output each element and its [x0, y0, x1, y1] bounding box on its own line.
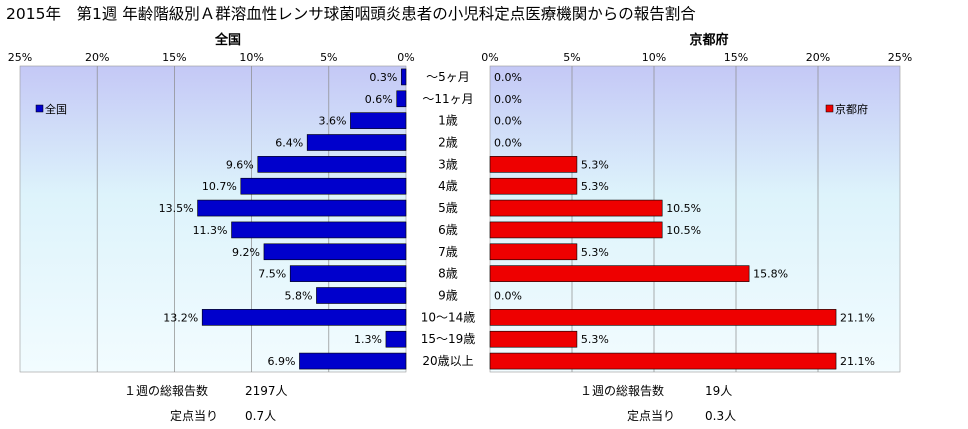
national-value-label: 11.3%	[193, 224, 228, 237]
national-value-label: 10.7%	[202, 180, 237, 193]
kyoto-value-label: 10.5%	[666, 202, 701, 215]
kyoto-tick-label: 0%	[481, 51, 498, 64]
kyoto-value-label: 0.0%	[494, 71, 522, 84]
chart-title: 2015年 第1週 年齢階級別Ａ群溶血性レンサ球菌咽頭炎患者の小児科定点医療機関…	[6, 5, 696, 23]
kyoto-value-label: 0.0%	[494, 93, 522, 106]
national-bar	[197, 199, 407, 217]
kyoto-header: 京都府	[689, 32, 728, 48]
category-label: 1歳	[438, 114, 458, 128]
national-total-value: 2197人	[245, 384, 288, 398]
national-bar	[231, 221, 407, 239]
kyoto-per-label: 定点当り	[627, 409, 676, 423]
kyoto-bar	[489, 177, 578, 195]
kyoto-value-label: 0.0%	[494, 137, 522, 150]
category-label: 8歳	[438, 267, 458, 281]
category-label: 5歳	[438, 201, 458, 215]
national-bar	[396, 90, 407, 108]
kyoto-total-label: １週の総報告数	[580, 384, 665, 398]
kyoto-tick-label: 15%	[724, 51, 748, 64]
kyoto-tick-label: 25%	[888, 51, 912, 64]
national-legend-swatch	[35, 104, 44, 113]
kyoto-bar	[489, 156, 578, 173]
kyoto-bar	[489, 330, 578, 348]
national-bar	[299, 352, 407, 370]
national-bar	[257, 156, 407, 173]
national-value-label: 1.3%	[354, 333, 382, 346]
kyoto-value-label: 21.1%	[840, 355, 875, 368]
kyoto-bar	[489, 199, 663, 217]
kyoto-tick-label: 20%	[806, 51, 830, 64]
national-bar	[240, 177, 407, 195]
category-label: 3歳	[438, 157, 458, 171]
kyoto-value-label: 21.1%	[840, 311, 875, 324]
kyoto-value-label: 5.3%	[581, 246, 609, 259]
national-tick-label: 15%	[162, 51, 186, 64]
national-value-label: 13.5%	[159, 202, 194, 215]
national-per-value: 0.7人	[245, 409, 277, 423]
kyoto-bar	[489, 243, 578, 261]
category-label: 20歳以上	[422, 354, 473, 368]
national-value-label: 3.6%	[318, 115, 346, 128]
category-label: 7歳	[438, 245, 458, 259]
kyoto-tick-label: 5%	[563, 51, 580, 64]
national-plot-area	[19, 65, 407, 373]
national-value-label: 0.3%	[369, 71, 397, 84]
category-label: 2歳	[438, 136, 458, 150]
category-label: 6歳	[438, 223, 458, 237]
kyoto-per-value: 0.3人	[705, 409, 737, 423]
national-value-label: 6.4%	[275, 137, 303, 150]
kyoto-value-label: 0.0%	[494, 290, 522, 303]
national-bar	[306, 134, 407, 151]
kyoto-value-label: 15.8%	[753, 268, 788, 281]
kyoto-legend-label: 京都府	[835, 102, 868, 116]
national-bar	[201, 309, 407, 326]
kyoto-bar	[489, 309, 837, 326]
national-tick-label: 5%	[320, 51, 337, 64]
kyoto-value-label: 5.3%	[581, 180, 609, 193]
national-value-label: 6.9%	[268, 355, 296, 368]
national-tick-label: 20%	[85, 51, 109, 64]
kyoto-total-value: 19人	[705, 384, 733, 398]
national-tick-label: 10%	[239, 51, 263, 64]
category-label: 4歳	[438, 179, 458, 193]
category-label: ～11ヶ月	[422, 92, 473, 106]
category-label: 9歳	[438, 289, 458, 303]
national-value-label: 9.6%	[226, 158, 254, 171]
national-bar	[316, 287, 407, 304]
national-header: 全国	[214, 32, 241, 48]
national-tick-label: 0%	[397, 51, 414, 64]
kyoto-tick-label: 10%	[642, 51, 666, 64]
category-label: 10～14歳	[421, 310, 476, 324]
national-total-label: １週の総報告数	[124, 384, 209, 398]
national-value-label: 0.6%	[365, 93, 393, 106]
kyoto-value-label: 0.0%	[494, 115, 522, 128]
national-bar	[350, 112, 407, 129]
kyoto-value-label: 10.5%	[666, 224, 701, 237]
kyoto-value-label: 5.3%	[581, 158, 609, 171]
national-tick-label: 25%	[8, 51, 32, 64]
national-bar	[385, 330, 407, 348]
national-bar	[289, 265, 407, 282]
national-legend-label: 全国	[45, 102, 67, 116]
kyoto-bar	[489, 352, 837, 370]
kyoto-bar	[489, 221, 663, 239]
national-per-label: 定点当り	[170, 409, 219, 423]
category-label: ～5ヶ月	[426, 70, 470, 84]
kyoto-legend-swatch	[825, 104, 834, 113]
national-value-label: 5.8%	[284, 290, 312, 303]
national-value-label: 13.2%	[163, 311, 198, 324]
category-label: 15～19歳	[421, 332, 476, 346]
kyoto-bar	[489, 265, 750, 282]
national-value-label: 9.2%	[232, 246, 260, 259]
national-value-label: 7.5%	[258, 268, 286, 281]
kyoto-value-label: 5.3%	[581, 333, 609, 346]
national-bar	[263, 243, 407, 261]
national-bar	[401, 68, 407, 86]
